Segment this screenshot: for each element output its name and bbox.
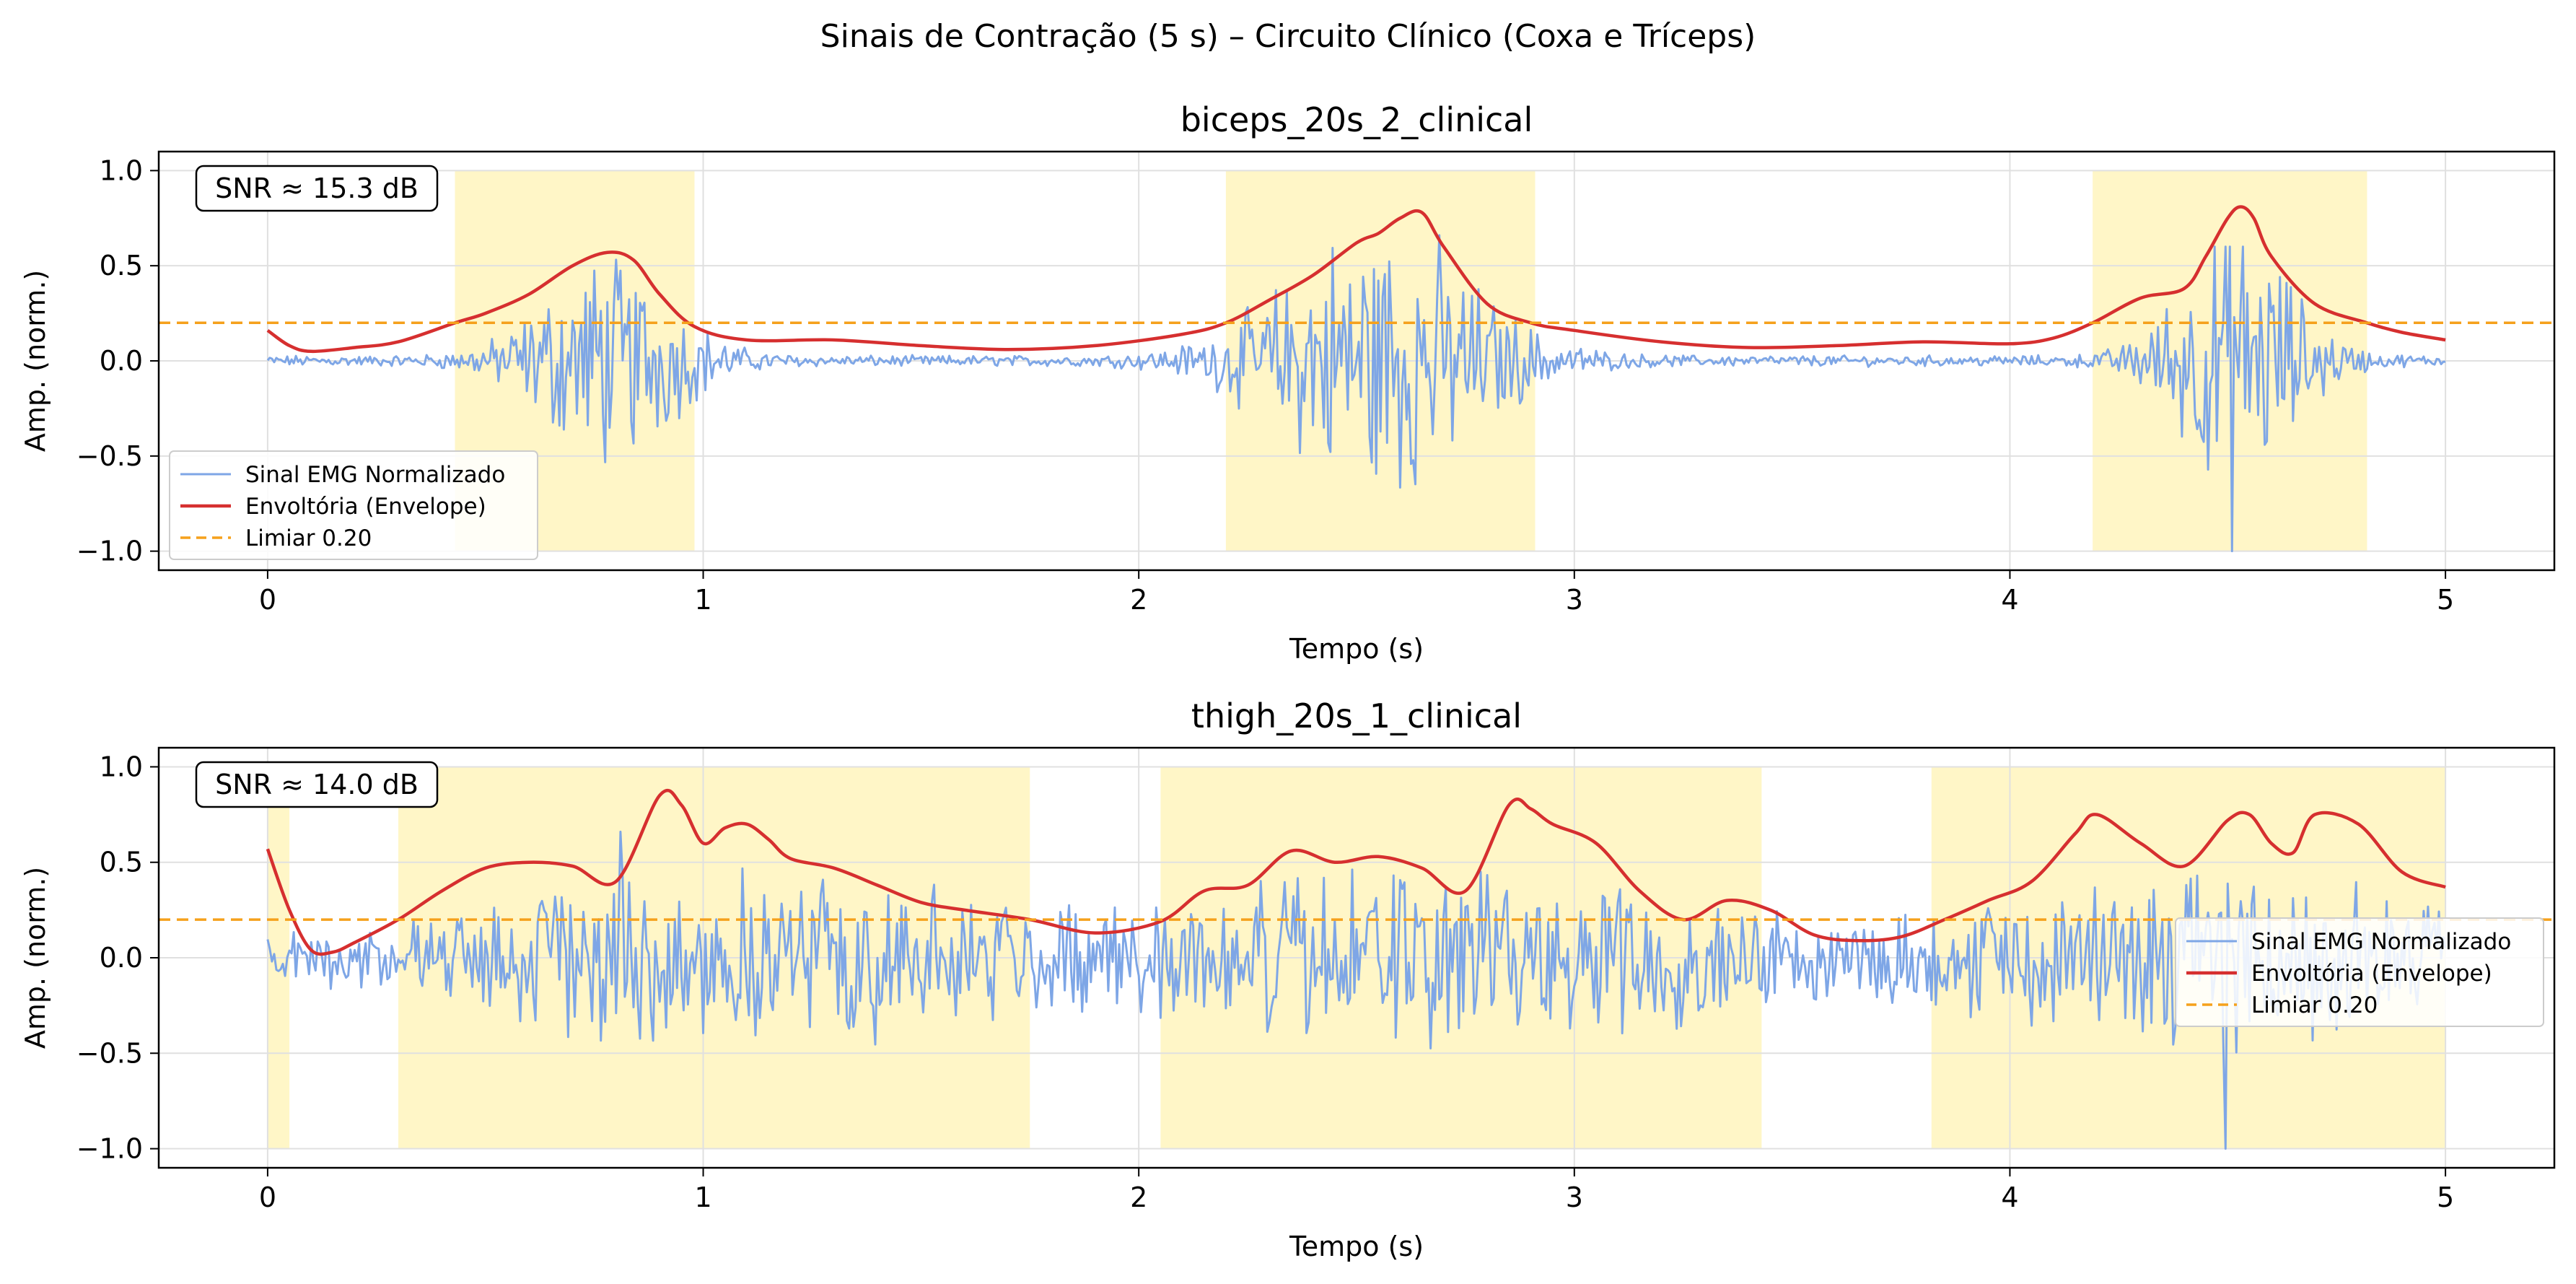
- x-tick-label: 4: [2001, 1182, 2018, 1213]
- subplot-thigh: 0 1 2 3 4 5 −1.0 −0.5 0.0 0.5 1.0 thigh_20s_1_clini…: [19, 696, 2556, 1262]
- legend-label: Limiar 0.20: [245, 525, 372, 551]
- emg-signal-line: [266, 234, 2446, 553]
- subplot-title: biceps_20s_2_clinical: [1180, 100, 1533, 139]
- snr-annotation: SNR ≈ 15.3 dB: [215, 172, 419, 204]
- y-tick-label: 0.5: [100, 847, 143, 878]
- legend-box: [2175, 917, 2544, 1027]
- envelope-line: [266, 788, 2446, 956]
- y-tick-label: 0.0: [100, 345, 143, 377]
- x-tick-label: 3: [1566, 1182, 1583, 1213]
- y-tick-label: −1.0: [76, 536, 143, 567]
- y-tick-label: −0.5: [76, 440, 143, 472]
- x-tick-label: 4: [2001, 584, 2018, 616]
- x-axis-label: Tempo (s): [1289, 633, 1424, 665]
- emg-signal-line: [266, 830, 2447, 1150]
- y-tick-label: 0.5: [100, 250, 143, 281]
- legend-label: Sinal EMG Normalizado: [2251, 929, 2511, 955]
- y-tick-label: 0.0: [100, 942, 143, 974]
- x-tick-label: 0: [259, 584, 276, 616]
- snr-annotation: SNR ≈ 14.0 dB: [215, 769, 419, 800]
- y-tick-label: −0.5: [76, 1037, 143, 1069]
- x-tick-label: 5: [2437, 1182, 2454, 1213]
- legend-label: Envoltória (Envelope): [245, 494, 486, 520]
- y-tick-label: 1.0: [100, 751, 143, 782]
- figure-suptitle: Sinais de Contração (5 s) – Circuito Clí…: [820, 18, 1756, 55]
- x-tick-label: 1: [694, 1182, 711, 1213]
- legend-label: Envoltória (Envelope): [2251, 961, 2492, 987]
- x-tick-label: 3: [1566, 584, 1583, 616]
- y-tick-label: 1.0: [100, 154, 143, 186]
- snr-annotation-box: [195, 165, 439, 212]
- y-tick-label: −1.0: [76, 1133, 143, 1165]
- x-tick-label: 2: [1130, 584, 1147, 616]
- x-tick-label: 2: [1130, 1182, 1147, 1213]
- legend-box: [169, 450, 538, 560]
- snr-annotation-box: [195, 761, 439, 808]
- x-tick-label: 5: [2437, 584, 2454, 616]
- x-tick-label: 0: [259, 1182, 276, 1213]
- y-axis-label: Amp. (norm.): [19, 270, 51, 452]
- legend-label: Limiar 0.20: [2251, 992, 2378, 1018]
- x-axis-label: Tempo (s): [1289, 1231, 1424, 1262]
- envelope-line: [266, 205, 2446, 354]
- legend-label: Sinal EMG Normalizado: [245, 462, 505, 488]
- subplot-biceps: 0 1 2 3 4 5 −1.0 −0.5 0.0 0.5 1.0 biceps_20s_2_clin…: [19, 100, 2556, 665]
- x-tick-label: 1: [694, 584, 711, 616]
- y-axis-label: Amp. (norm.): [19, 867, 51, 1049]
- subplot-title: thigh_20s_1_clinical: [1191, 696, 1522, 735]
